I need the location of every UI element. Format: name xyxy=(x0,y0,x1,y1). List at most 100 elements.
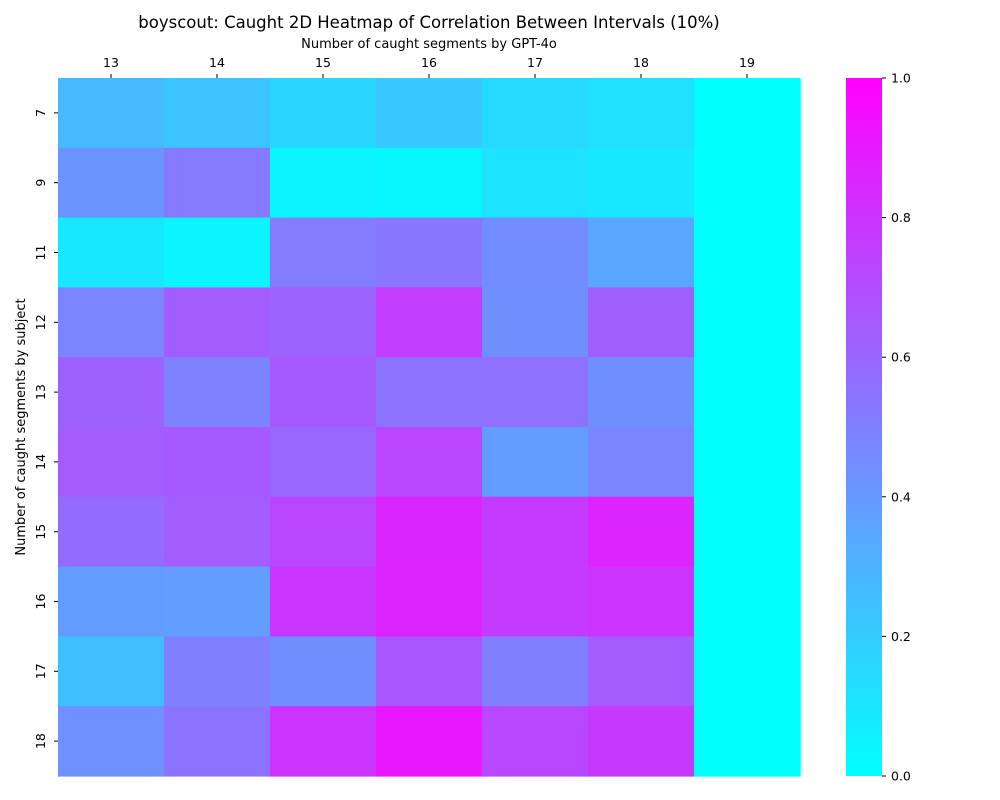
heatmap-cell xyxy=(588,706,695,777)
heatmap-cell xyxy=(58,78,165,149)
heatmap-cell xyxy=(164,636,271,707)
y-tick-label: 13 xyxy=(33,384,48,400)
heatmap-cell xyxy=(694,287,801,358)
heatmap-cell xyxy=(588,78,695,149)
heatmap-cell xyxy=(588,147,695,219)
heatmap-cell xyxy=(58,496,165,568)
heatmap-cell xyxy=(164,147,271,219)
heatmap-cell xyxy=(58,427,165,498)
heatmap-cell xyxy=(482,287,589,358)
y-tick-label: 14 xyxy=(33,454,48,470)
y-tick-label: 16 xyxy=(33,594,48,610)
heatmap-cell xyxy=(694,217,801,288)
x-tick-label: 17 xyxy=(527,55,543,70)
heatmap-cell xyxy=(376,287,483,358)
heatmap-cell xyxy=(482,636,589,707)
x-tick-label: 14 xyxy=(209,55,225,70)
heatmap-cell xyxy=(58,636,165,707)
colorbar-tick-label: 0.2 xyxy=(891,629,911,644)
heatmap-cell xyxy=(164,566,271,637)
heatmap-cell xyxy=(694,78,801,149)
heatmap-cell xyxy=(376,217,483,288)
heatmap-cell xyxy=(376,636,483,707)
heatmap-cell xyxy=(588,636,695,707)
heatmap-cell xyxy=(164,78,271,149)
colorbar xyxy=(846,78,882,776)
y-tick-label: 12 xyxy=(33,314,48,330)
colorbar-tick-label: 0.6 xyxy=(891,350,911,365)
x-tick-label: 16 xyxy=(421,55,437,70)
heatmap-cell xyxy=(270,287,377,358)
y-tick-label: 17 xyxy=(33,663,48,679)
heatmap-cell xyxy=(270,78,377,149)
colorbar-tick-label: 0.4 xyxy=(891,489,911,504)
heatmap-cell xyxy=(164,357,271,428)
heatmap-cell xyxy=(588,357,695,428)
heatmap-cell xyxy=(376,147,483,219)
heatmap-cell xyxy=(588,287,695,358)
heatmap-cell xyxy=(694,566,801,637)
y-tick-label: 18 xyxy=(33,733,48,749)
heatmap-cell xyxy=(270,636,377,707)
heatmap-cell xyxy=(58,147,165,219)
heatmap-cell xyxy=(270,147,377,219)
heatmap-cell xyxy=(270,357,377,428)
heatmap-cell xyxy=(58,566,165,637)
heatmap-cell xyxy=(58,706,165,777)
y-tick-label: 11 xyxy=(33,245,48,261)
heatmap-cell xyxy=(694,427,801,498)
heatmap-cell xyxy=(694,636,801,707)
heatmap-cell xyxy=(482,706,589,777)
heatmap-cell xyxy=(588,496,695,568)
heatmap-cell xyxy=(58,357,165,428)
chart-title: boyscout: Caught 2D Heatmap of Correlati… xyxy=(138,13,719,32)
heatmap-cell xyxy=(694,357,801,428)
heatmap-cell xyxy=(376,357,483,428)
heatmap-cell xyxy=(270,427,377,498)
heatmap-cell xyxy=(164,496,271,568)
y-tick-label: 15 xyxy=(33,524,48,540)
heatmap-cells xyxy=(58,78,801,777)
heatmap-cell xyxy=(588,427,695,498)
y-axis-label: Number of caught segments by subject xyxy=(14,298,29,555)
heatmap-cell xyxy=(376,427,483,498)
x-axis-ticks: 13 14 15 16 17 18 19 xyxy=(103,55,755,78)
heatmap-cell xyxy=(376,706,483,777)
heatmap-cell xyxy=(694,496,801,568)
heatmap-cell xyxy=(164,706,271,777)
heatmap-cell xyxy=(164,287,271,358)
colorbar-ticks: 0.0 0.2 0.4 0.6 0.8 1.0 xyxy=(882,71,911,784)
heatmap-cell xyxy=(694,147,801,219)
heatmap-cell xyxy=(376,566,483,637)
heatmap-cell xyxy=(482,566,589,637)
x-axis-label: Number of caught segments by GPT-4o xyxy=(301,37,557,52)
y-tick-label: 9 xyxy=(33,179,48,187)
x-tick-label: 15 xyxy=(315,55,331,70)
heatmap-cell xyxy=(164,427,271,498)
colorbar-tick-label: 0.8 xyxy=(891,210,911,225)
heatmap-cell xyxy=(376,496,483,568)
heatmap-cell xyxy=(482,357,589,428)
y-tick-label: 7 xyxy=(33,109,48,117)
colorbar-tick-label: 1.0 xyxy=(891,71,911,86)
heatmap-cell xyxy=(376,78,483,149)
heatmap-cell xyxy=(482,217,589,288)
heatmap-cell xyxy=(588,566,695,637)
y-axis-ticks: 7 9 11 12 13 14 15 16 17 18 xyxy=(33,109,58,749)
colorbar-tick-label: 0.0 xyxy=(891,769,911,784)
heatmap-cell xyxy=(694,706,801,777)
heatmap-cell xyxy=(164,217,271,288)
heatmap-cell xyxy=(270,217,377,288)
heatmap-cell xyxy=(58,217,165,288)
heatmap-cell xyxy=(58,287,165,358)
heatmap-cell xyxy=(482,147,589,219)
heatmap-cell xyxy=(270,566,377,637)
heatmap-cell xyxy=(270,496,377,568)
x-tick-label: 19 xyxy=(739,55,755,70)
heatmap-cell xyxy=(482,496,589,568)
x-tick-label: 13 xyxy=(103,55,119,70)
heatmap-cell xyxy=(270,706,377,777)
heatmap-cell xyxy=(482,427,589,498)
x-tick-label: 18 xyxy=(633,55,649,70)
